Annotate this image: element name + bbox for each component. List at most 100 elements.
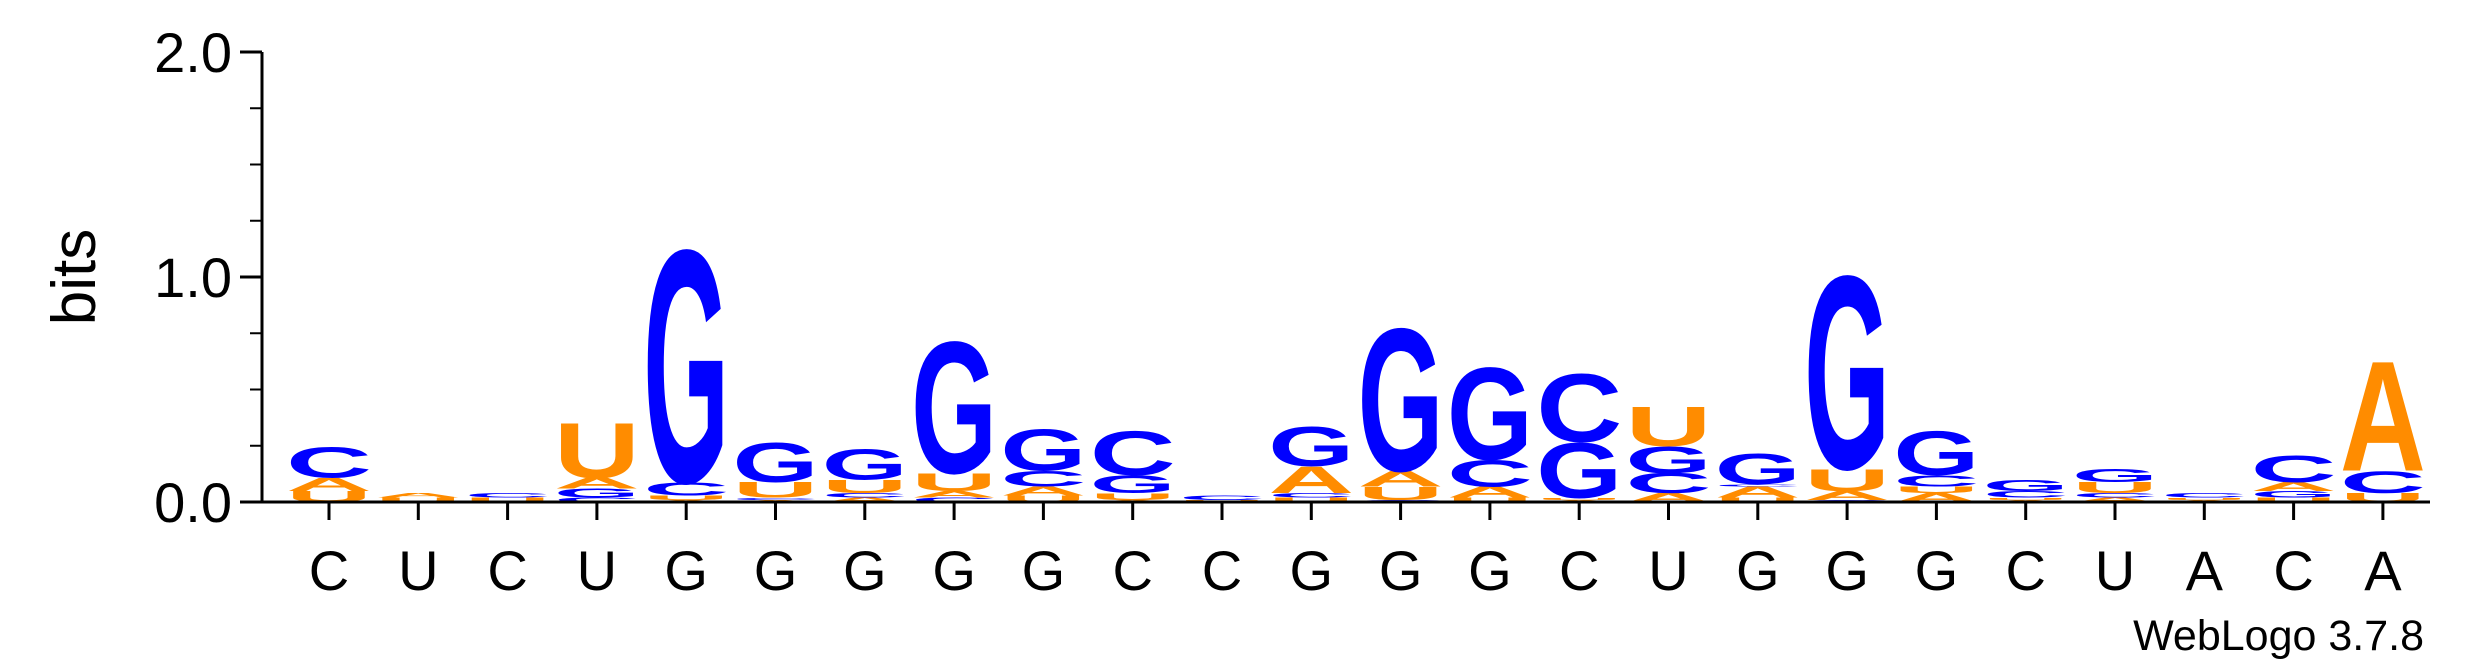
- logo-letter-u: U: [1358, 483, 1444, 504]
- x-tick-label: G: [1022, 539, 1066, 602]
- logo-letter-c: C: [465, 492, 551, 499]
- logo-letter-g: G: [733, 431, 819, 494]
- logo-letter-u: U: [1983, 497, 2069, 501]
- x-tick-label: G: [1825, 539, 1869, 602]
- x-tick-label: C: [2005, 539, 2045, 602]
- x-tick-label: C: [1112, 539, 1152, 602]
- logo-letter-c: C: [1000, 466, 1086, 491]
- logo-letter-u: U: [822, 476, 908, 497]
- x-tick-label: U: [2095, 539, 2135, 602]
- logo-letter-a: A: [2340, 328, 2426, 504]
- logo-letter-g: G: [1000, 417, 1086, 484]
- logo-letter-g: G: [822, 440, 908, 489]
- logo-letter-a: A: [1000, 484, 1086, 498]
- logo-letter-c: C: [2072, 492, 2158, 499]
- logo-letter-c: C: [1626, 468, 1712, 499]
- y-tick-label: 2.0: [154, 21, 232, 84]
- logo-letter-u: U: [911, 468, 997, 496]
- logo-letter-u: U: [1268, 496, 1354, 503]
- logo-letter-c: C: [2161, 492, 2247, 499]
- logo-letter-u: U: [2161, 497, 2247, 501]
- logo-letter-c: C: [1983, 489, 2069, 499]
- x-tick-label: C: [487, 539, 527, 602]
- position-stack: UA: [375, 492, 461, 504]
- logo-letter-u: U: [1090, 491, 1176, 501]
- weblogo-credit: WebLogo 3.7.8: [2133, 612, 2424, 660]
- logo-letter-c: C: [643, 478, 729, 499]
- logo-letter-c: C: [822, 492, 908, 499]
- logo-letter-g: G: [1983, 477, 2069, 495]
- x-tick-label: G: [932, 539, 976, 602]
- letter-stacks: UACUAUCCGAUAUCGACUGACUGCAUGUACGAUGCUCUCA…: [286, 180, 2426, 553]
- position-stack: UCA: [2340, 328, 2426, 504]
- logo-letter-g: G: [911, 302, 997, 513]
- logo-letter-g: G: [2072, 465, 2158, 486]
- logo-letter-c: C: [286, 438, 372, 487]
- x-tick-label: G: [1468, 539, 1512, 602]
- logo-letter-g: G: [1893, 419, 1979, 489]
- logo-letter-u: U: [1000, 494, 1086, 504]
- logo-letter-c: C: [2340, 465, 2426, 500]
- logo-letter-u: U: [643, 494, 729, 501]
- y-tick-label: 0.0: [154, 471, 232, 534]
- position-stack: AUGC: [1090, 419, 1176, 503]
- x-tick-label: U: [398, 539, 438, 602]
- x-tick-label: C: [1559, 539, 1599, 602]
- logo-letter-g: G: [1268, 415, 1354, 478]
- logo-letter-g: G: [1804, 217, 1890, 527]
- logo-letter-a: A: [1715, 483, 1801, 501]
- x-tick-label: U: [1648, 539, 1688, 602]
- x-tick-label: G: [1290, 539, 1334, 602]
- x-tick-label: A: [2186, 539, 2224, 602]
- logo-letter-a: A: [911, 489, 997, 499]
- logo-letter-u: U: [2251, 496, 2337, 503]
- logo-letter-c: C: [1179, 494, 1265, 501]
- logo-letter-g: G: [1090, 470, 1176, 498]
- logo-letter-a: A: [1447, 483, 1533, 501]
- x-tick-label: C: [1202, 539, 1242, 602]
- position-stack: AUGC: [1536, 354, 1622, 514]
- logo-letter-g: G: [1447, 340, 1533, 487]
- x-tick-label: C: [2273, 539, 2313, 602]
- logo-letter-u: U: [1715, 496, 1801, 503]
- logo-letter-u: U: [465, 496, 551, 503]
- x-tick-label: G: [1915, 539, 1959, 602]
- logo-letter-c: C: [911, 496, 997, 503]
- logo-letter-g: G: [1715, 444, 1801, 493]
- logo-letter-a: A: [1268, 459, 1354, 501]
- logo-letter-u: U: [1804, 463, 1890, 498]
- logo-letter-u: U: [1893, 485, 1979, 495]
- position-stack: UAC: [286, 438, 372, 505]
- x-tick-label: U: [577, 539, 617, 602]
- logo-letter-a: A: [286, 474, 372, 495]
- logo-letter-c: C: [1893, 472, 1979, 490]
- logo-letter-u: U: [1626, 395, 1712, 458]
- logo-letter-c: C: [554, 496, 640, 503]
- logo-letter-a: A: [375, 492, 461, 499]
- x-tick-label: C: [309, 539, 349, 602]
- logo-letter-a: A: [2251, 479, 2337, 493]
- x-tick-label: G: [664, 539, 708, 602]
- logo-letter-a: A: [554, 474, 640, 492]
- x-tick-label: G: [843, 539, 887, 602]
- logo-letter-u: U: [1447, 496, 1533, 503]
- logo-letter-c: C: [1536, 354, 1622, 462]
- y-axis-label: bits: [40, 229, 109, 325]
- logo-letter-u: U: [733, 478, 819, 503]
- x-tick-label: G: [1736, 539, 1780, 602]
- logo-letter-c: C: [733, 497, 819, 501]
